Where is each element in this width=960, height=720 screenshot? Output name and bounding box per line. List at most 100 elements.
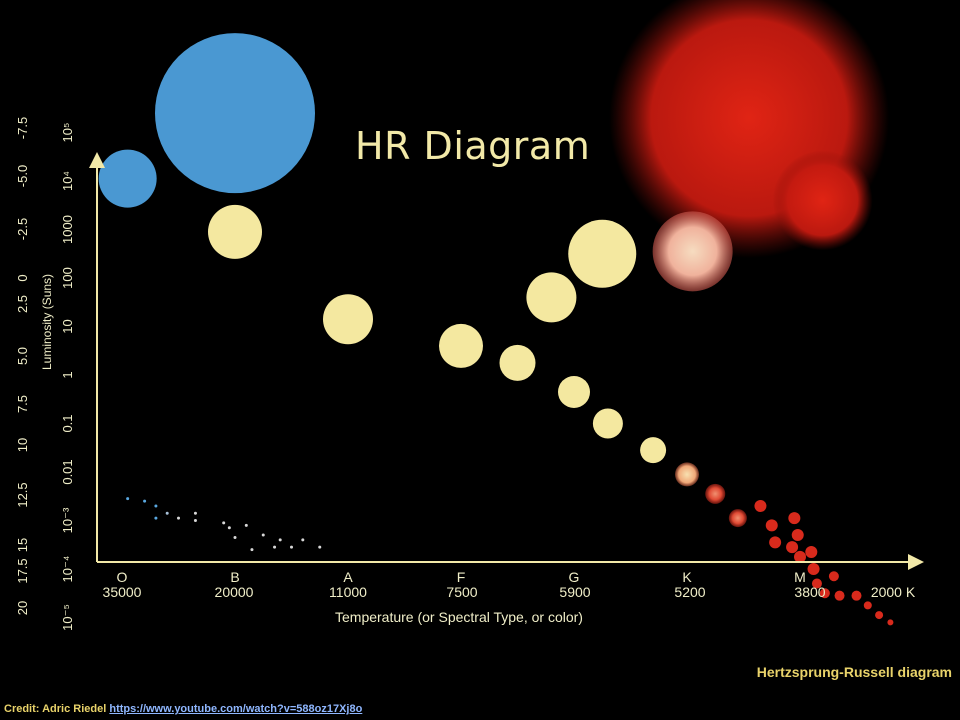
luminosity-tick-6: 10 xyxy=(60,319,75,333)
giant-star-2 xyxy=(526,272,577,323)
magnitude-tick-9: -2.5 xyxy=(15,218,30,240)
supergiant-star-2 xyxy=(772,150,873,251)
main-sequence-star-4 xyxy=(499,344,536,381)
main-sequence-star-12 xyxy=(765,519,778,532)
spectral-class-K: K xyxy=(682,569,692,585)
magnitude-tick-10: -5.0 xyxy=(15,165,30,187)
diagram-name-caption: Hertzsprung-Russell diagram xyxy=(756,664,952,680)
white-dwarf-star-4 xyxy=(165,511,169,515)
magnitude-tick-6: 5.0 xyxy=(15,347,30,365)
diagram-title: HR Diagram xyxy=(355,124,591,168)
main-sequence-star-25 xyxy=(863,601,872,610)
white-dwarf-star-10 xyxy=(244,523,248,527)
magnitude-tick-5: 7.5 xyxy=(15,395,30,413)
main-sequence-star-7 xyxy=(640,437,667,464)
white-dwarf-star-8 xyxy=(222,521,226,525)
main-sequence-star-15 xyxy=(791,529,804,542)
white-dwarf-star-17 xyxy=(301,538,305,542)
main-sequence-star-13 xyxy=(769,536,782,549)
main-sequence-star-1 xyxy=(208,204,262,259)
magnitude-tick-8: 0 xyxy=(15,274,30,281)
luminosity-tick-5: 1 xyxy=(60,371,75,378)
temperature-tick-3: 7500 xyxy=(446,584,477,600)
magnitude-tick-7: 2.5 xyxy=(15,295,30,313)
main-sequence-star-14 xyxy=(786,541,799,554)
main-sequence-star-8 xyxy=(675,462,699,487)
main-sequence-star-21 xyxy=(828,571,839,582)
main-sequence-star-16 xyxy=(788,512,801,525)
main-sequence-star-18 xyxy=(807,563,820,575)
main-sequence-star-23 xyxy=(851,590,862,601)
temperature-tick-5: 5200 xyxy=(674,584,705,600)
main-sequence-star-17 xyxy=(794,550,806,563)
luminosity-tick-4: 0.1 xyxy=(60,414,75,432)
temperature-tick-2: 11000 xyxy=(329,584,367,600)
stars-layer xyxy=(98,0,894,626)
main-sequence-star-9 xyxy=(705,483,726,504)
magnitude-tick-4: 10 xyxy=(15,438,30,452)
white-dwarf-star-9 xyxy=(227,526,231,530)
credit-link[interactable]: https://www.youtube.com/watch?v=588oz17X… xyxy=(109,703,363,715)
white-dwarf-star-11 xyxy=(233,535,237,539)
axes xyxy=(89,152,924,570)
main-sequence-star-19 xyxy=(805,546,818,559)
luminosity-tick-7: 100 xyxy=(60,267,75,289)
luminosity-tick-8: 1000 xyxy=(60,215,75,244)
main-sequence-star-22 xyxy=(834,590,845,601)
luminosity-tick-1: 10⁻⁴ xyxy=(60,556,75,583)
magnitude-tick-2: 15 xyxy=(15,538,30,552)
main-sequence-star-0 xyxy=(98,149,157,208)
temperature-tick-1: 20000 xyxy=(215,584,254,600)
white-dwarf-star-15 xyxy=(278,538,282,542)
luminosity-tick-0: 10⁻⁵ xyxy=(60,604,75,631)
main-sequence-star-5 xyxy=(558,375,590,408)
main-sequence-star-20 xyxy=(811,578,822,589)
main-sequence-star-11 xyxy=(754,499,767,512)
spectral-class-G: G xyxy=(569,569,580,585)
luminosity-tick-2: 10⁻³ xyxy=(60,507,75,533)
white-dwarf-star-5 xyxy=(177,516,180,520)
magnitude-tick-0: 20 xyxy=(15,601,30,615)
spectral-class-B: B xyxy=(230,569,239,585)
white-dwarf-star-13 xyxy=(261,533,265,537)
white-dwarf-star-6 xyxy=(193,511,197,515)
white-dwarf-star-3 xyxy=(154,516,158,520)
white-dwarf-star-12 xyxy=(250,548,254,552)
main-sequence-star-26 xyxy=(875,611,884,620)
white-dwarf-star-0 xyxy=(126,497,130,501)
white-dwarf-star-1 xyxy=(143,499,147,503)
magnitude-tick-3: 12.5 xyxy=(15,482,30,507)
temperature-tick-0: 35000 xyxy=(103,584,142,600)
magnitude-tick-1: 17.5 xyxy=(15,558,30,583)
main-sequence-star-6 xyxy=(592,408,623,439)
temperature-tick-4: 5900 xyxy=(559,584,590,600)
main-sequence-star-2 xyxy=(323,294,373,345)
main-sequence-star-27 xyxy=(887,619,894,626)
white-dwarf-star-16 xyxy=(290,545,293,549)
credit-label: Credit: Adric Riedel xyxy=(4,703,107,715)
credit-line: Credit: Adric Riedel https://www.youtube… xyxy=(4,703,362,715)
main-sequence-star-10 xyxy=(728,509,747,528)
white-dwarf-star-14 xyxy=(273,545,277,549)
spectral-class-O: O xyxy=(117,569,128,585)
spectral-class-M: M xyxy=(794,569,806,585)
magnitude-tick-11: -7.5 xyxy=(15,117,30,139)
luminosity-tick-10: 10⁵ xyxy=(60,123,75,143)
giant-star-0 xyxy=(652,211,733,292)
spectral-class-A: A xyxy=(343,569,353,585)
luminosity-tick-9: 10⁴ xyxy=(60,171,75,191)
spectral-class-F: F xyxy=(457,569,466,585)
temperature-tick-6: 3800 xyxy=(794,584,825,600)
white-dwarf-star-7 xyxy=(193,519,197,522)
main-sequence-star-3 xyxy=(439,323,483,368)
giant-star-1 xyxy=(568,219,637,288)
luminosity-tick-3: 0.01 xyxy=(60,459,75,484)
main-sequence-star-24 xyxy=(819,588,830,599)
white-dwarf-star-18 xyxy=(318,545,322,549)
x-axis-title: Temperature (or Spectral Type, or color) xyxy=(335,609,583,625)
supergiant-star-0 xyxy=(155,33,315,194)
temperature-tick-7: 2000 K xyxy=(871,584,916,600)
white-dwarf-star-2 xyxy=(154,504,158,508)
